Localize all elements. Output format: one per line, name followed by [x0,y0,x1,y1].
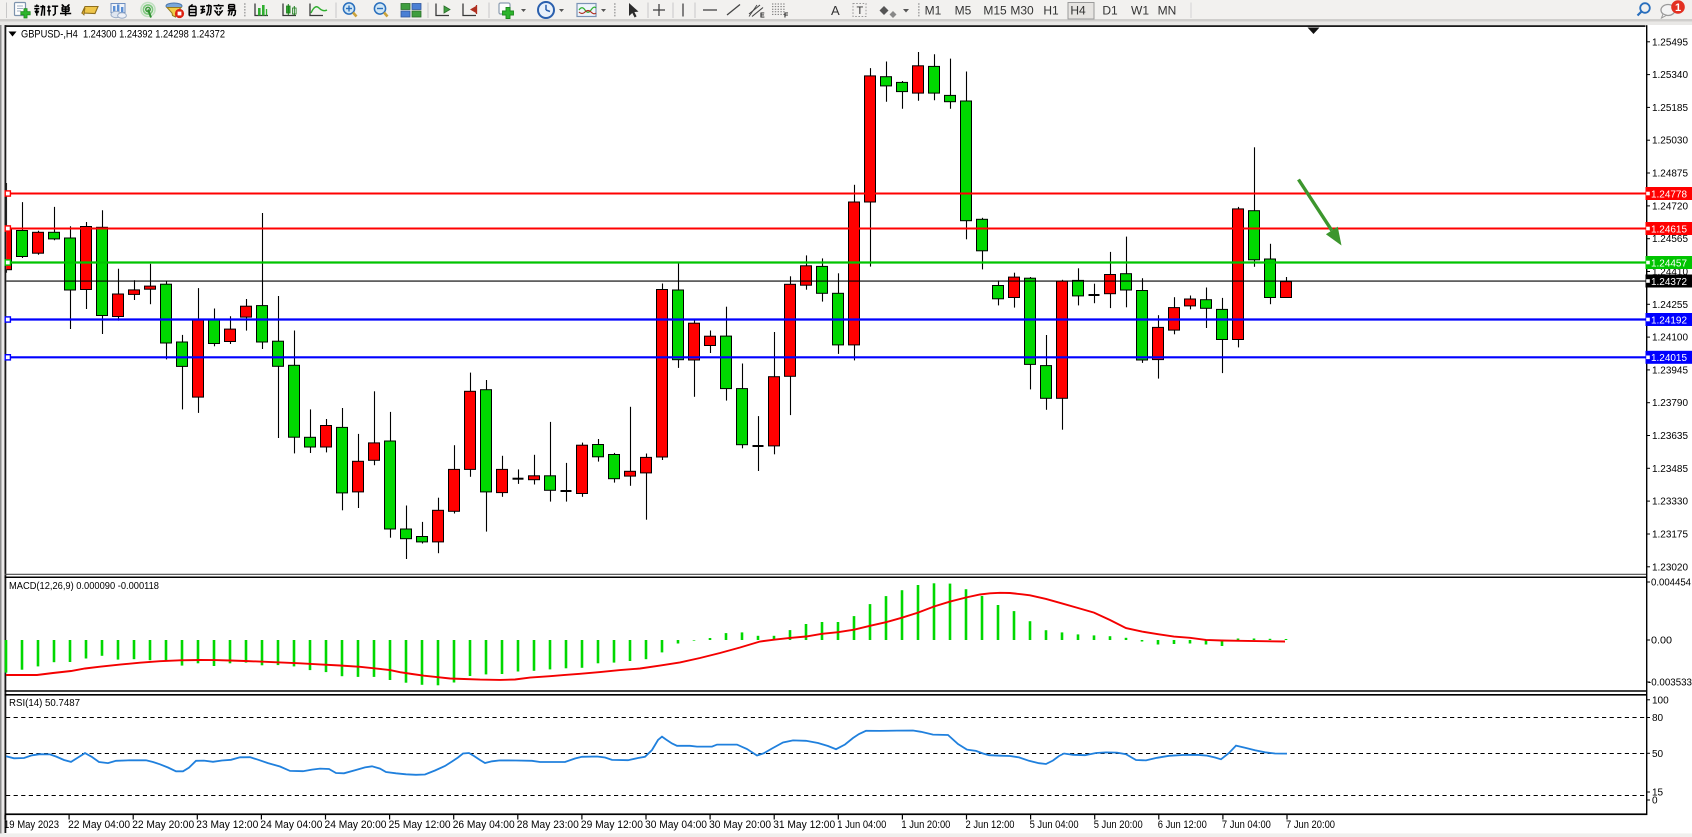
svg-text:5 Jun 20:00: 5 Jun 20:00 [1094,819,1143,831]
svg-text:1.24192: 1.24192 [1651,315,1687,326]
svg-text:28 May 23:00: 28 May 23:00 [517,819,579,831]
svg-text:7 Jun 20:00: 7 Jun 20:00 [1286,819,1335,831]
svg-text:1.23485: 1.23485 [1652,464,1688,475]
svg-text:GBPUSD-,H4 1.24300 1.24392 1.: GBPUSD-,H4 1.24300 1.24392 1.24298 1.243… [21,29,225,41]
svg-text:1.24615: 1.24615 [1651,224,1687,235]
svg-text:M30: M30 [1010,4,1034,18]
svg-text:MN: MN [1158,4,1177,18]
svg-text:5 Jun 04:00: 5 Jun 04:00 [1030,819,1079,831]
svg-text:1.24565: 1.24565 [1652,234,1688,245]
svg-text:MACD(12,26,9) 0.000090 -0.0001: MACD(12,26,9) 0.000090 -0.000118 [9,580,159,592]
svg-text:1.24372: 1.24372 [1651,277,1687,288]
svg-text:H4: H4 [1070,4,1086,18]
svg-text:1.24778: 1.24778 [1651,189,1687,200]
svg-text:M15: M15 [983,4,1007,18]
svg-text:24 May 04:00: 24 May 04:00 [260,819,322,831]
svg-text:M1: M1 [925,4,942,18]
svg-text:1.24875: 1.24875 [1652,169,1688,180]
svg-text:RSI(14) 50.7487: RSI(14) 50.7487 [9,697,80,709]
svg-text:1.25185: 1.25185 [1652,103,1688,114]
svg-text:2 Jun 12:00: 2 Jun 12:00 [966,819,1015,831]
svg-text:22 May 04:00: 22 May 04:00 [68,819,130,831]
svg-text:A: A [831,3,840,18]
svg-text:1.23020: 1.23020 [1652,562,1688,573]
svg-text:0: 0 [1652,796,1658,807]
svg-text:1 Jun 04:00: 1 Jun 04:00 [837,819,886,831]
svg-text:1.24720: 1.24720 [1652,201,1688,212]
svg-text:1.23945: 1.23945 [1652,365,1688,376]
svg-text:H1: H1 [1043,4,1059,18]
svg-text:22 May 20:00: 22 May 20:00 [132,819,194,831]
svg-text:1.25030: 1.25030 [1652,136,1688,147]
svg-text:30 May 04:00: 30 May 04:00 [645,819,707,831]
svg-text:1 Jun 20:00: 1 Jun 20:00 [901,819,950,831]
svg-text:T: T [857,5,864,17]
svg-text:1.23330: 1.23330 [1652,497,1688,508]
svg-text:25 May 12:00: 25 May 12:00 [389,819,451,831]
svg-text:-0.003533: -0.003533 [1648,678,1692,689]
svg-text:1.24255: 1.24255 [1652,300,1688,311]
svg-text:30 May 20:00: 30 May 20:00 [709,819,771,831]
svg-text:1.24457: 1.24457 [1651,258,1687,269]
svg-text:80: 80 [1652,713,1664,724]
svg-text:29 May 12:00: 29 May 12:00 [581,819,643,831]
svg-text:0.004454: 0.004454 [1651,578,1691,589]
svg-text:1.24410: 1.24410 [1652,267,1688,278]
svg-text:1.25495: 1.25495 [1652,37,1688,48]
svg-text:W1: W1 [1131,4,1149,18]
svg-text:24 May 20:00: 24 May 20:00 [325,819,387,831]
svg-text:50: 50 [1652,749,1664,760]
svg-text:1.25340: 1.25340 [1652,70,1688,81]
svg-text:19 May 2023: 19 May 2023 [4,819,59,831]
svg-text:D1: D1 [1102,4,1118,18]
svg-text:31 May 12:00: 31 May 12:00 [773,819,835,831]
svg-text:23 May 12:00: 23 May 12:00 [196,819,258,831]
svg-text:15: 15 [1652,788,1664,799]
svg-text:0.00: 0.00 [1651,636,1672,647]
svg-text:E: E [760,13,765,20]
svg-text:1: 1 [1675,2,1681,14]
svg-text:1.23175: 1.23175 [1652,530,1688,541]
svg-text:F: F [784,13,789,20]
svg-text:7 Jun 04:00: 7 Jun 04:00 [1222,819,1271,831]
svg-text:M5: M5 [955,4,972,18]
svg-text:1.24100: 1.24100 [1652,333,1688,344]
svg-text:26 May 04:00: 26 May 04:00 [453,819,515,831]
svg-text:100: 100 [1652,695,1669,706]
svg-text:6 Jun 12:00: 6 Jun 12:00 [1158,819,1207,831]
svg-text:1.24015: 1.24015 [1651,353,1687,364]
svg-text:1.23635: 1.23635 [1652,431,1688,442]
svg-text:1.23790: 1.23790 [1652,398,1688,409]
